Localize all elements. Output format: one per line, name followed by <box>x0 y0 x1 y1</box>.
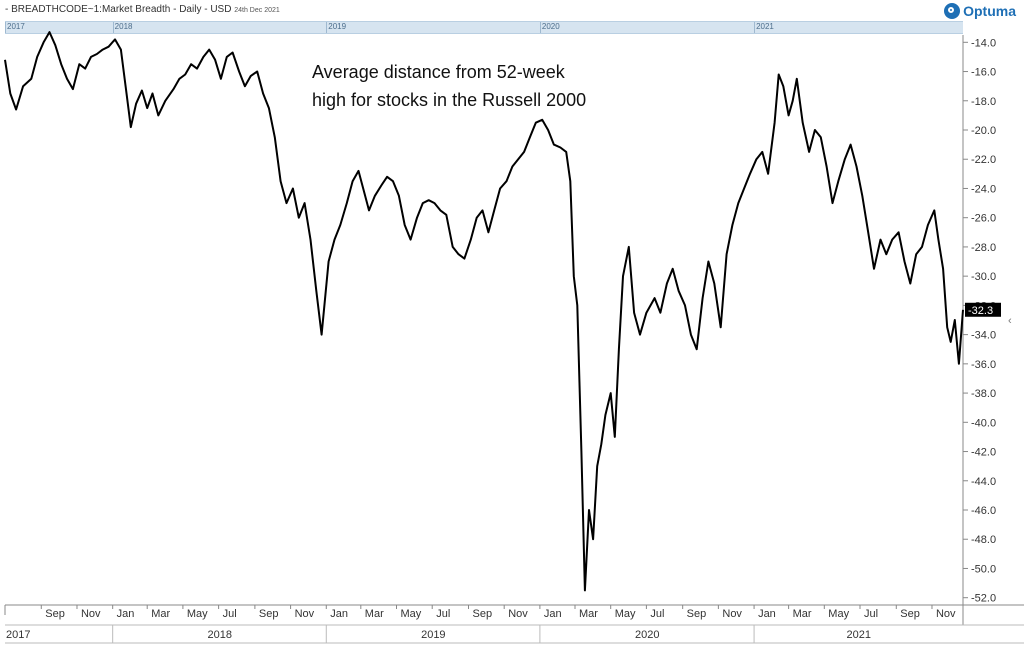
navigator-year-label: 2019 <box>328 22 347 31</box>
x-month-label: Nov <box>508 608 528 620</box>
y-tick-label: -46.0 <box>971 505 996 517</box>
x-month-label: Nov <box>936 608 956 620</box>
y-tick-label: -40.0 <box>971 417 996 429</box>
y-tick-label: -36.0 <box>971 359 996 371</box>
x-month-label: Sep <box>472 608 492 620</box>
y-tick-label: -42.0 <box>971 447 996 459</box>
y-tick-label: -22.0 <box>971 154 996 166</box>
y-tick-label: -44.0 <box>971 476 996 488</box>
last-value-label: -32.3 <box>968 305 993 317</box>
navigator-tick <box>754 22 756 33</box>
x-month-label: May <box>828 608 849 620</box>
annotation-line-2: high for stocks in the Russell 2000 <box>312 90 587 110</box>
x-year-label: 2020 <box>635 629 659 641</box>
y-tick-label: -52.0 <box>971 593 996 605</box>
y-tick-label: -18.0 <box>971 96 996 108</box>
navigator-year-label: 2020 <box>541 22 560 31</box>
security-title: - BREADTHCODE~1:Market Breadth - Daily -… <box>5 4 232 15</box>
y-tick-label: -48.0 <box>971 534 996 546</box>
y-tick-label: -26.0 <box>971 213 996 225</box>
x-month-label: Mar <box>579 608 598 620</box>
y-tick-label: -16.0 <box>971 67 996 79</box>
x-month-label: Mar <box>151 608 170 620</box>
annotation-line-1: Average distance from 52-week <box>312 62 565 82</box>
x-month-label: Jan <box>758 608 776 620</box>
x-month-label: Sep <box>259 608 279 620</box>
x-month-label: May <box>615 608 636 620</box>
navigator-tick <box>112 22 114 33</box>
optuma-logo: Optuma <box>944 2 1016 20</box>
navigator-tick <box>539 22 541 33</box>
x-year-label: 2021 <box>847 629 871 641</box>
x-month-label: May <box>401 608 422 620</box>
x-month-label: Jul <box>223 608 237 620</box>
market-breadth-line <box>4 31 964 592</box>
timeline-navigator[interactable]: 2017 2018 2019 2020 2021 <box>5 21 963 34</box>
x-month-label: Sep <box>687 608 707 620</box>
chart-annotation: Average distance from 52-week high for s… <box>312 58 642 114</box>
x-month-label: Jan <box>117 608 135 620</box>
chevron-left-icon[interactable]: ‹ <box>1008 315 1012 327</box>
optuma-logo-icon <box>944 3 961 19</box>
x-month-label: Jul <box>436 608 450 620</box>
y-tick-label: -38.0 <box>971 388 996 400</box>
x-month-label: May <box>187 608 208 620</box>
chart-title-bar: - BREADTHCODE~1:Market Breadth - Daily -… <box>5 4 280 15</box>
chart-header: - BREADTHCODE~1:Market Breadth - Daily -… <box>0 0 1024 20</box>
x-year-label: 2019 <box>421 629 445 641</box>
navigator-tick <box>326 22 328 33</box>
y-tick-label: -50.0 <box>971 563 996 575</box>
optuma-logo-text: Optuma <box>963 3 1016 19</box>
x-month-label: Jan <box>544 608 562 620</box>
y-tick-label: -20.0 <box>971 125 996 137</box>
y-tick-label: -28.0 <box>971 242 996 254</box>
y-tick-label: -24.0 <box>971 183 996 195</box>
x-year-label: 2018 <box>207 629 231 641</box>
x-month-label: Mar <box>365 608 384 620</box>
x-month-label: Sep <box>45 608 65 620</box>
navigator-year-label: 2021 <box>756 22 774 31</box>
y-tick-label: -30.0 <box>971 271 996 283</box>
x-month-label: Jul <box>864 608 878 620</box>
x-month-label: Nov <box>722 608 742 620</box>
x-month-label: Jul <box>650 608 664 620</box>
x-year-label: 2017 <box>6 629 30 641</box>
last-value-badge <box>965 302 1001 317</box>
navigator-tick <box>5 22 6 33</box>
x-month-label: Jan <box>330 608 348 620</box>
navigator-year-label: 2018 <box>114 22 133 31</box>
navigator-year-label: 2017 <box>7 22 25 31</box>
x-month-label: Nov <box>81 608 101 620</box>
x-month-label: Nov <box>295 608 315 620</box>
x-month-label: Sep <box>900 608 920 620</box>
chart-date: 24th Dec 2021 <box>234 7 280 14</box>
y-tick-label: -14.0 <box>971 37 996 49</box>
x-month-label: Mar <box>793 608 812 620</box>
y-tick-label: -34.0 <box>971 330 996 342</box>
